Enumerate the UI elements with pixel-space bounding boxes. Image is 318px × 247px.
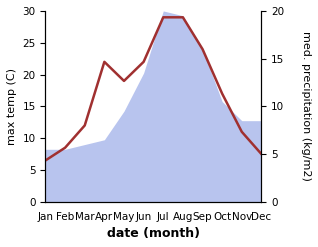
X-axis label: date (month): date (month) [107, 227, 200, 240]
Y-axis label: max temp (C): max temp (C) [7, 68, 17, 145]
Y-axis label: med. precipitation (kg/m2): med. precipitation (kg/m2) [301, 31, 311, 181]
